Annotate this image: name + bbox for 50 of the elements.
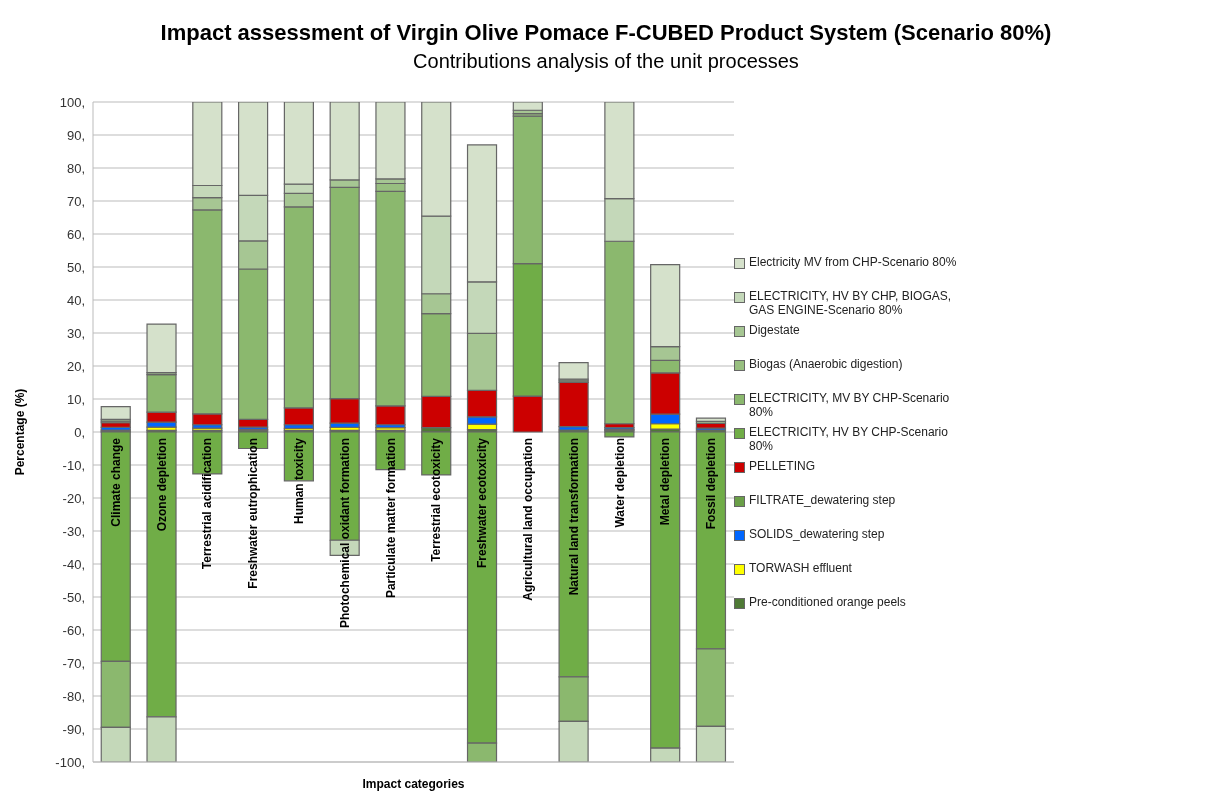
y-tick-label: -70, [62, 655, 85, 671]
y-tick-label: 90, [66, 127, 85, 143]
x-tick-label: Fossil depletion [704, 438, 719, 530]
y-tick-label: -20, [62, 490, 85, 506]
x-tick-label: Natural land transformation [566, 438, 581, 596]
x-tick-label: Climate change [108, 437, 123, 527]
chart-title: Impact assessment of Virgin Olive Pomace F-CUBED Product System (Scenario 80%) [159, 20, 1053, 46]
legend-label: ELECTRICITY, MV BY CHP-Scenario 80% [749, 391, 951, 419]
y-tick-label: 80, [66, 160, 85, 176]
x-tick-label: Freshwater ecotoxicity [475, 437, 490, 569]
y-tick-label: -100, [55, 754, 85, 770]
y-tick-label: 40, [66, 292, 85, 308]
x-tick-label: Terrestrial acidification [200, 438, 215, 570]
x-tick-label: Photochemical oxidant formation [337, 438, 352, 629]
legend-label: Electricity MV from CHP-Scenario 80% [749, 255, 957, 269]
x-tick-label: Ozone depletion [154, 438, 169, 532]
legend-label: Digestate [749, 323, 800, 337]
x-tick-label: Terrestrial ecotoxicity [429, 437, 444, 562]
y-tick-label: -40, [62, 556, 85, 572]
y-tick-label: 50, [66, 259, 85, 275]
y-tick-label: 0, [74, 424, 85, 440]
y-tick-label: -90, [62, 721, 85, 737]
legend-label: TORWASH effluent [749, 561, 852, 575]
x-tick-label: Human toxicity [292, 437, 307, 525]
y-tick-label: -30, [62, 523, 85, 539]
y-tick-label: 30, [66, 325, 85, 341]
x-tick-label: Water depletion [612, 438, 627, 528]
legend-label: Pre-conditioned orange peels [749, 595, 906, 609]
x-tick-label: Freshwater eutrophication [246, 438, 261, 589]
y-tick-label: -50, [62, 589, 85, 605]
y-tick-label: 20, [66, 358, 85, 374]
legend-label: PELLETING [749, 459, 816, 473]
y-axis-title: Percentage (%) [13, 388, 28, 476]
x-tick-label: Metal depletion [658, 438, 673, 526]
y-tick-label: -80, [62, 688, 85, 704]
legend-label: SOLIDS_dewatering step [749, 527, 885, 541]
legend-label: Biogas (Anaerobic digestion) [749, 357, 903, 371]
y-tick-label: -60, [62, 622, 85, 638]
legend-label: ELECTRICITY, HV BY CHP, BIOGAS, GAS ENGINE-Scenario 80% [749, 289, 953, 317]
y-tick-label: 100, [59, 94, 85, 110]
y-tick-label: -10, [62, 457, 85, 473]
legend-label: FILTRATE_dewatering step [749, 493, 896, 507]
y-tick-label: 60, [66, 226, 85, 242]
x-tick-label: Agricultural land occupation [520, 438, 535, 601]
x-tick-label: Particulate matter formation [383, 438, 398, 599]
y-tick-label: 10, [66, 391, 85, 407]
legend-label: ELECTRICITY, HV BY CHP-Scenario 80% [749, 425, 949, 453]
y-tick-label: 70, [66, 193, 85, 209]
x-axis-title: Impact categories [362, 777, 465, 791]
chart-subtitle: Contributions analysis of the unit processes [412, 50, 800, 73]
